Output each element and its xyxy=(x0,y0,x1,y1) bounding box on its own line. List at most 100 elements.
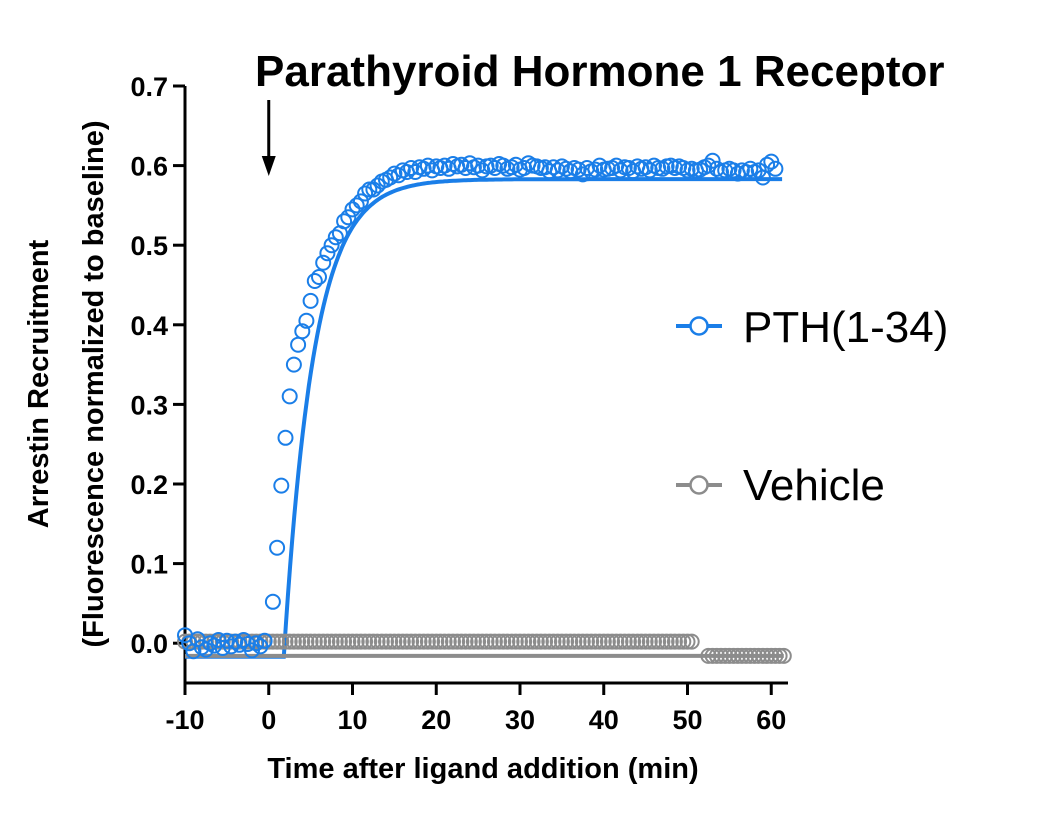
fit-curve-0 xyxy=(185,177,783,659)
data-point xyxy=(457,633,474,650)
series-markers-1 xyxy=(177,633,792,664)
data-point xyxy=(457,160,474,176)
data-point xyxy=(419,633,436,650)
data-point xyxy=(403,160,420,176)
data-point xyxy=(754,647,771,664)
y-tick-label: 0.3 xyxy=(130,390,168,420)
data-point xyxy=(277,429,294,446)
data-point xyxy=(461,155,478,172)
data-point xyxy=(759,156,776,173)
data-point xyxy=(306,273,323,289)
data-point xyxy=(319,633,336,650)
data-point xyxy=(570,633,587,650)
y-tick-label: 0.0 xyxy=(130,629,168,659)
data-point xyxy=(591,157,608,174)
data-point xyxy=(415,633,432,650)
data-point xyxy=(700,157,717,174)
data-point xyxy=(390,167,407,184)
data-point xyxy=(725,647,742,664)
data-point xyxy=(637,633,654,650)
data-point xyxy=(390,633,407,650)
data-point xyxy=(453,156,470,173)
data-point xyxy=(424,633,441,650)
data-point xyxy=(579,633,595,650)
data-point xyxy=(290,633,307,650)
data-point xyxy=(491,633,508,650)
data-point xyxy=(612,633,629,650)
data-point xyxy=(394,633,411,650)
data-point xyxy=(499,633,516,650)
legend-swatch-marker-vehicle xyxy=(689,475,709,495)
data-point xyxy=(541,633,558,650)
chart-title: Parathyroid Hormone 1 Receptor xyxy=(255,47,945,96)
data-point xyxy=(495,633,512,650)
data-point xyxy=(315,254,332,271)
data-point xyxy=(302,292,319,309)
data-point xyxy=(700,647,717,664)
data-point xyxy=(771,647,788,664)
data-point xyxy=(641,162,658,179)
data-point xyxy=(608,633,625,650)
data-point xyxy=(361,633,378,650)
data-point xyxy=(223,638,240,655)
data-point xyxy=(403,633,420,650)
data-point xyxy=(340,633,357,650)
data-point xyxy=(428,633,445,650)
data-point xyxy=(281,388,298,405)
plot-area xyxy=(177,152,792,664)
data-point xyxy=(352,193,369,210)
ligand-addition-arrow xyxy=(261,100,276,176)
data-point xyxy=(348,633,365,650)
y-tick-label: 0.1 xyxy=(130,550,168,580)
data-point xyxy=(411,633,428,650)
data-point xyxy=(738,647,755,664)
axes: 0.0 0.1 0.2 0.3 0.4 0.5 0.6 0.7 -10 0 10 20 30 40 50 6… xyxy=(130,72,788,735)
data-point xyxy=(729,647,746,664)
data-point xyxy=(562,633,579,650)
x-axis-ticks: -10 0 10 20 30 40 50 60 xyxy=(165,683,786,735)
data-point xyxy=(604,633,621,650)
data-point xyxy=(365,633,382,650)
data-point xyxy=(658,633,675,650)
data-point xyxy=(662,633,679,650)
data-point xyxy=(486,633,503,650)
data-point xyxy=(733,647,750,664)
series-markers-0 xyxy=(177,152,784,660)
data-point xyxy=(436,633,453,650)
legend-item-pth: PTH(1-34) xyxy=(676,303,948,352)
data-point xyxy=(553,633,570,650)
data-point xyxy=(449,633,466,650)
data-point xyxy=(348,197,365,214)
data-point xyxy=(591,633,608,650)
data-point xyxy=(327,633,344,650)
data-point xyxy=(352,633,369,650)
data-point xyxy=(512,633,528,650)
data-point xyxy=(285,633,302,650)
data-point xyxy=(708,160,725,177)
data-point xyxy=(478,633,495,650)
data-point xyxy=(549,633,566,650)
x-tick-label: 20 xyxy=(421,705,451,735)
y-tick-label: 0.4 xyxy=(130,311,168,341)
data-point xyxy=(315,633,332,650)
data-point xyxy=(290,336,307,353)
data-point xyxy=(721,647,738,664)
legend: PTH(1-34) Vehicle xyxy=(676,303,948,510)
data-point xyxy=(256,632,273,649)
x-tick-label: 0 xyxy=(261,705,276,735)
legend-item-vehicle: Vehicle xyxy=(676,461,885,510)
data-point xyxy=(344,633,361,650)
data-point xyxy=(620,160,637,176)
data-point xyxy=(520,633,537,650)
data-point xyxy=(545,633,562,650)
data-point xyxy=(273,633,290,650)
data-point xyxy=(767,160,784,177)
data-point xyxy=(704,152,721,169)
data-point xyxy=(679,633,696,650)
legend-swatch-marker-pth xyxy=(689,316,709,336)
data-point xyxy=(637,159,654,176)
data-point xyxy=(357,633,374,650)
data-point xyxy=(323,237,340,254)
data-point xyxy=(629,633,646,650)
data-point xyxy=(713,647,729,664)
